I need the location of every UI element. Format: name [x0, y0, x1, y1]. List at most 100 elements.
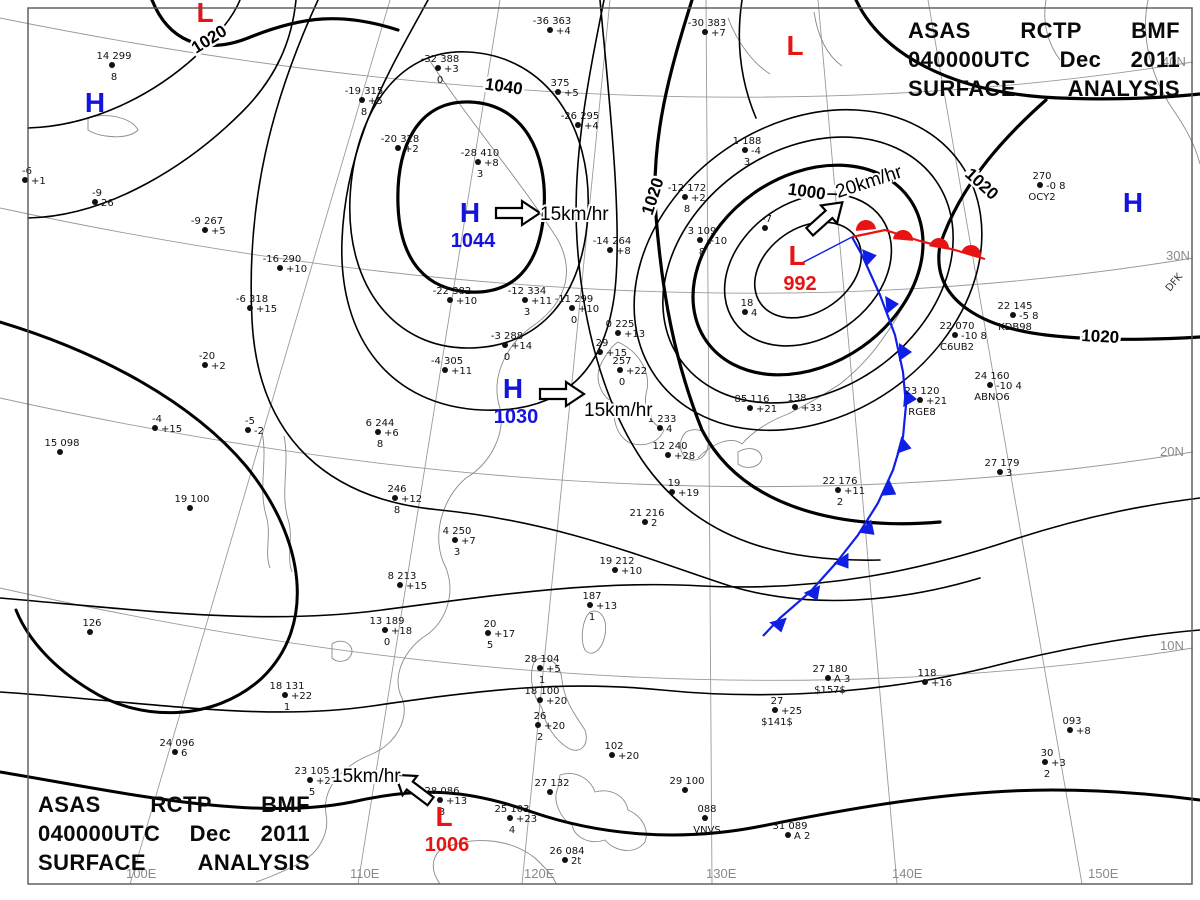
station-value-top: 19 212	[600, 556, 635, 567]
station-dot	[92, 199, 98, 205]
isobar-line	[0, 497, 1200, 618]
station-dot	[785, 832, 791, 838]
station-value-top: 24 096	[160, 738, 195, 749]
station-value-right: +13	[596, 601, 617, 612]
station-value-right: A 2	[794, 831, 810, 842]
station-value-top: 4 250	[443, 526, 472, 537]
station-value-bottom: 1	[284, 702, 290, 713]
station-dot	[665, 452, 671, 458]
station-value-top: 26 084	[550, 846, 585, 857]
station-dot	[537, 665, 543, 671]
station-value-right: -5 8	[1019, 311, 1039, 322]
cold-front-pip	[896, 436, 912, 454]
station-value-top: 21 216	[630, 508, 665, 519]
station-value-top: -5	[245, 416, 255, 427]
station-value-right: -4	[751, 146, 761, 157]
station-value-top: 3 109	[688, 226, 717, 237]
weather-fronts	[762, 220, 986, 637]
station-value-right: +2	[691, 193, 706, 204]
isobar-line	[150, 0, 400, 47]
pressure-center-symbol: L	[788, 240, 805, 271]
station-value-bottom: 3	[454, 547, 460, 558]
station-value-top: 12 240	[653, 441, 688, 452]
station-plot: -6+1	[22, 166, 46, 187]
station-value-right: -10 4	[996, 381, 1022, 392]
station-dot	[597, 349, 603, 355]
pressure-center-value: 1044	[451, 230, 496, 252]
pressure-center-symbol: L	[786, 30, 803, 61]
station-dot	[702, 815, 708, 821]
station-dot	[245, 427, 251, 433]
station-value-bottom: 3	[477, 169, 483, 180]
station-value-bottom: 2	[837, 497, 843, 508]
isobar-value-label: 1020	[638, 175, 668, 217]
graticule-labels: 40N 30N 20N 10N 100E 110E 120E 130E 140E 150E	[126, 54, 1190, 881]
station-value-right: +23	[516, 814, 537, 825]
pressure-center-value: 1030	[494, 406, 539, 428]
station-value-top: 31 089	[773, 821, 808, 832]
station-dot	[762, 225, 768, 231]
station-dot	[569, 305, 575, 311]
station-plot: -14 264+8	[593, 236, 632, 257]
station-dot	[1042, 759, 1048, 765]
station-dot	[997, 469, 1003, 475]
station-value-bottom: KDB98	[998, 322, 1032, 333]
front-connector-line	[799, 236, 853, 265]
station-dot	[792, 404, 798, 410]
station-value-right: +15	[256, 304, 277, 315]
station-plot: -4+15	[152, 414, 182, 435]
warm-front-pip	[856, 220, 876, 231]
movement-speed-label: 20km/hr	[833, 161, 905, 202]
station-plot: 093+8	[1062, 716, 1090, 737]
station-dot	[535, 722, 541, 728]
station-value-right: 26	[101, 198, 114, 209]
station-value-right: +10	[456, 296, 477, 307]
station-value-right: +13	[624, 329, 645, 340]
station-value-top: 8 213	[388, 571, 417, 582]
cold-front-pip	[833, 552, 849, 569]
station-value-right: +21	[926, 396, 947, 407]
station-value-top: -19 315	[345, 86, 384, 97]
station-value-top: 23 105	[295, 766, 330, 777]
station-value-right: -10 8	[961, 331, 987, 342]
cold-front-pip	[880, 480, 897, 496]
station-value-right: +10	[706, 236, 727, 247]
station-value-right: 4	[751, 308, 757, 319]
station-plot: 3 109+108	[688, 226, 727, 258]
station-plot: 1 188-43	[733, 136, 762, 168]
station-plot: 22 176+112	[823, 476, 866, 508]
station-plot: -5-2	[245, 416, 264, 437]
station-value-right: +3	[444, 64, 459, 75]
latitude-label: 40N	[1162, 54, 1186, 69]
station-plot: 184	[741, 298, 758, 319]
station-value-top: 102	[604, 741, 623, 752]
isobar-line	[0, 629, 1200, 713]
warm-front-pip	[929, 238, 949, 250]
coastline	[813, 11, 843, 67]
station-dot	[277, 265, 283, 271]
station-value-top: -6 318	[236, 294, 268, 305]
station-plot: 6 244+68	[366, 418, 399, 450]
station-plot: 29 100	[670, 776, 705, 793]
movement-speed-label: 15km/hr	[584, 400, 653, 421]
station-value-top: 24 160	[975, 371, 1010, 382]
longitude-label: 110E	[350, 866, 380, 881]
station-value-top: 19 100	[175, 494, 210, 505]
station-plot: 12 240+28	[653, 441, 696, 462]
station-value-right: +33	[801, 403, 822, 414]
station-plot: 13 189+180	[370, 616, 413, 648]
station-dot	[642, 519, 648, 525]
station-value-top: -3 288	[491, 331, 523, 342]
station-dot	[917, 397, 923, 403]
station-value-bottom: 2	[537, 732, 543, 743]
station-value-top: -26 295	[561, 111, 600, 122]
isobar-line	[575, 0, 881, 561]
station-value-bottom: 4	[509, 825, 515, 836]
station-value-top: -32 388	[421, 54, 460, 65]
